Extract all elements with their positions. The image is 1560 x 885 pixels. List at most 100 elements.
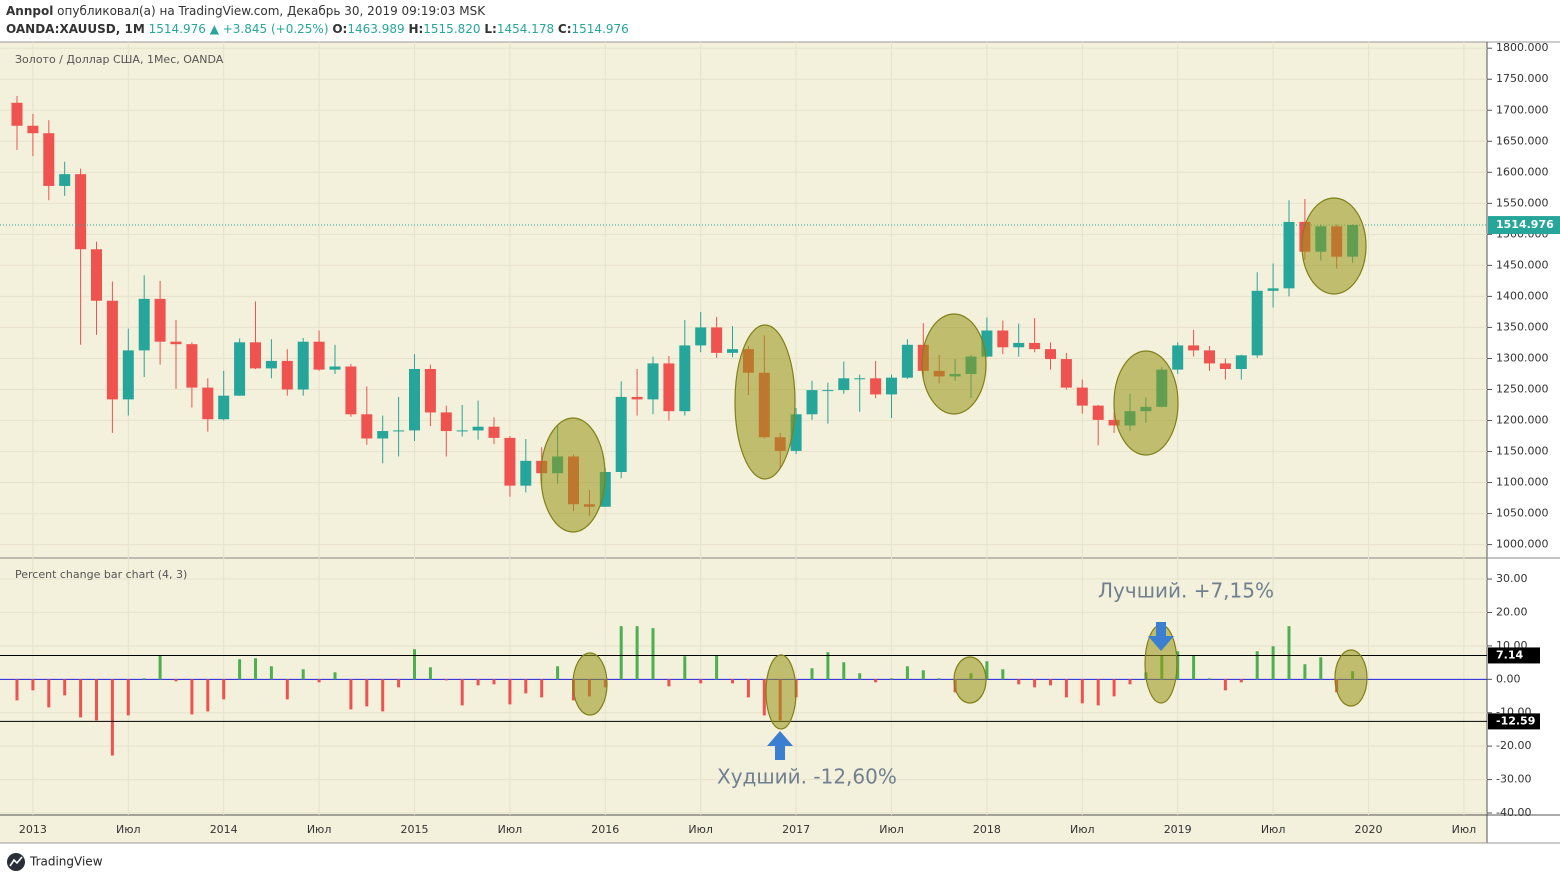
- ohlc-label: C:: [558, 22, 572, 36]
- bar: [1303, 664, 1307, 680]
- candle-body: [854, 378, 866, 380]
- candle-body: [838, 378, 850, 391]
- bar: [206, 679, 210, 712]
- x-tick-label: 2016: [591, 823, 619, 836]
- candle-body: [1251, 290, 1263, 356]
- ohlc-label: H:: [408, 22, 423, 36]
- x-tick-label: Июл: [688, 823, 713, 836]
- x-tick-label: Июл: [879, 823, 904, 836]
- ohlc-label: L:: [484, 22, 496, 36]
- symbol: OANDA:XAUUSD, 1M: [6, 22, 145, 36]
- x-tick-label: Июл: [307, 823, 332, 836]
- candle-body: [313, 341, 325, 370]
- x-tick-label: Июл: [116, 823, 141, 836]
- bar: [349, 679, 353, 710]
- bar: [492, 679, 496, 685]
- candle-body: [281, 360, 293, 390]
- bar: [47, 679, 51, 708]
- candle-body: [91, 249, 102, 301]
- candle-body: [679, 345, 691, 412]
- ohlc-value: 1514.976: [572, 22, 629, 36]
- ohlc-value: 1463.989: [347, 22, 404, 36]
- axis-tags: 1514.976 7.14 -12.59: [1488, 216, 1560, 730]
- ohlc-value: 1454.178: [497, 22, 554, 36]
- last: 1514.976: [149, 22, 206, 36]
- candle-body: [265, 360, 277, 369]
- bar: [63, 679, 67, 696]
- bar: [1239, 679, 1243, 683]
- highlight: [734, 324, 796, 480]
- candle-body: [806, 390, 818, 415]
- bar: [890, 678, 893, 680]
- candle-body: [11, 102, 23, 126]
- bar: [905, 666, 909, 680]
- bar: [524, 679, 528, 694]
- bar: [1001, 669, 1005, 680]
- bar: [269, 666, 273, 680]
- bar: [126, 679, 130, 716]
- candle-body: [186, 344, 198, 388]
- candle-body: [1013, 342, 1025, 348]
- y-tick-label: 1000.000: [1496, 538, 1549, 551]
- y-tick-label: 1600.000: [1496, 165, 1549, 178]
- bar: [1255, 651, 1259, 680]
- highlight: [572, 652, 608, 716]
- x-tick-label: 2017: [782, 823, 810, 836]
- candle-body: [1076, 387, 1088, 406]
- candle-body: [1235, 355, 1247, 369]
- logo-icon: [9, 856, 23, 867]
- y-tick-label: 1150.000: [1496, 445, 1549, 458]
- highlight: [1301, 197, 1367, 295]
- candle-body: [1092, 405, 1104, 420]
- candle-body: [870, 378, 882, 395]
- highlight: [1334, 649, 1368, 707]
- x-tick-label: 2015: [401, 823, 429, 836]
- y-tick-label: -40.00: [1496, 806, 1531, 819]
- y-tick-label: 0.00: [1496, 672, 1521, 685]
- bar: [333, 672, 337, 680]
- candle-body: [790, 414, 802, 451]
- bar: [540, 679, 544, 698]
- candle-body: [504, 437, 516, 486]
- level-tag: [1488, 713, 1540, 730]
- level-tag: [1488, 647, 1540, 664]
- y-tick-label: 1750.000: [1496, 72, 1549, 85]
- bar: [826, 652, 830, 680]
- y-tick-label: 1300.000: [1496, 351, 1549, 364]
- bar: [95, 679, 98, 721]
- bar: [556, 666, 560, 680]
- bar: [619, 626, 623, 680]
- bar: [683, 656, 687, 680]
- highlight: [540, 417, 606, 533]
- candle-body: [154, 298, 166, 342]
- bar: [1080, 679, 1084, 704]
- bar: [842, 662, 846, 680]
- candle-body: [345, 366, 357, 415]
- candle-body: [472, 426, 484, 431]
- bar: [174, 679, 178, 682]
- candle-body: [138, 298, 150, 351]
- x-tick-label: Июл: [1452, 823, 1477, 836]
- bar: [15, 679, 19, 701]
- y-tick-label: 1700.000: [1496, 103, 1549, 116]
- highlight: [921, 313, 987, 415]
- candle-body: [170, 341, 182, 345]
- candle-body: [329, 366, 341, 370]
- candle-body: [59, 174, 71, 186]
- bar: [731, 679, 734, 684]
- bar: [1176, 651, 1180, 680]
- bar: [1208, 678, 1211, 680]
- candle-body: [43, 133, 55, 186]
- candle-body: [1045, 349, 1056, 360]
- bar: [937, 678, 941, 680]
- candle-body: [361, 414, 373, 439]
- bar: [428, 667, 432, 680]
- bar: [1271, 646, 1275, 680]
- candle-body: [456, 430, 468, 432]
- bar: [413, 649, 416, 680]
- price-tag-label: 1514.976: [1496, 218, 1554, 231]
- bar: [1064, 679, 1068, 698]
- highlights: [540, 197, 1368, 730]
- y-tick-label: 1800.000: [1496, 41, 1549, 54]
